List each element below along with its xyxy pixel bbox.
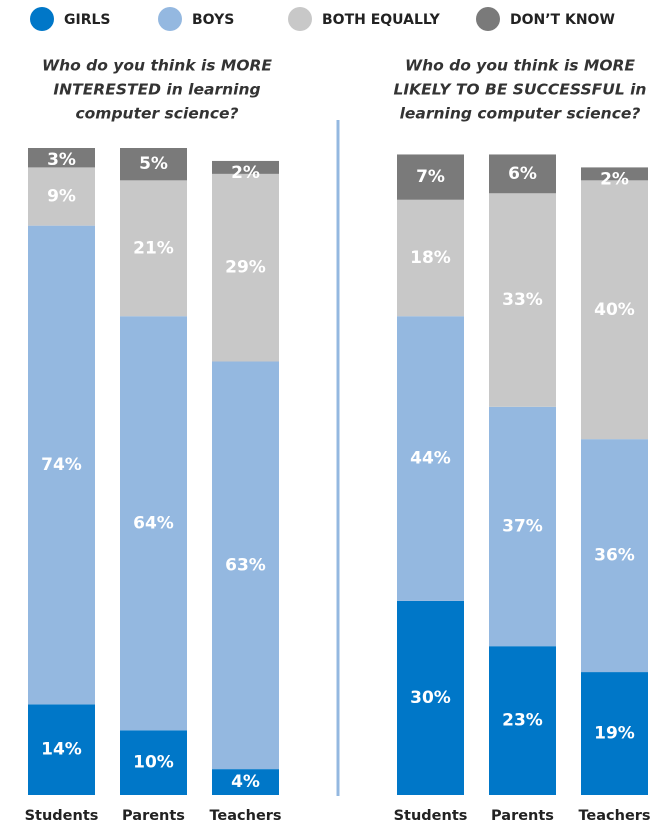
value-label: 64% <box>133 513 174 533</box>
legend-swatch <box>158 7 182 31</box>
value-label: 33% <box>502 290 543 310</box>
chart-title: computer science? <box>75 105 238 123</box>
bar-segment <box>581 439 648 673</box>
value-label: 37% <box>502 516 543 536</box>
value-label: 30% <box>410 688 451 708</box>
legend-label: BOYS <box>192 12 234 28</box>
value-label: 10% <box>133 753 174 773</box>
value-label: 21% <box>133 238 174 258</box>
x-tick-label: Teachers <box>209 808 281 824</box>
bar-segment <box>212 769 279 795</box>
value-label: 5% <box>139 154 168 174</box>
bar-segment <box>120 148 187 181</box>
bar-segment <box>489 193 556 407</box>
bar-segment <box>489 646 556 795</box>
legend-swatch <box>30 7 54 31</box>
value-label: 19% <box>594 724 635 744</box>
value-label: 2% <box>231 163 260 183</box>
x-tick-label: Parents <box>491 808 554 824</box>
value-label: 44% <box>410 449 451 469</box>
x-tick-label: Students <box>394 808 468 824</box>
value-label: 23% <box>502 711 543 731</box>
bar-segment <box>28 148 95 168</box>
value-label: 7% <box>416 167 445 187</box>
bar-segment <box>28 167 95 226</box>
legend-label: DON’T KNOW <box>510 12 615 28</box>
value-label: 6% <box>508 164 537 184</box>
bar-segment <box>120 180 187 317</box>
bar-segment <box>212 361 279 770</box>
legend-swatch <box>288 7 312 31</box>
bar-segment <box>489 406 556 647</box>
chart-title: INTERESTED in learning <box>53 81 260 99</box>
bar-segment <box>212 160 279 174</box>
value-label: 40% <box>594 300 635 320</box>
bar-segment <box>397 600 464 795</box>
chart-title: Who do you think is MORE <box>405 57 635 75</box>
chart-title: LIKELY TO BE SUCCESSFUL in <box>394 81 647 99</box>
bar-segment <box>212 173 279 362</box>
x-tick-label: Parents <box>122 808 185 824</box>
value-label: 36% <box>594 546 635 566</box>
value-label: 14% <box>41 740 82 760</box>
bar-segment <box>28 704 95 795</box>
value-label: 74% <box>41 455 82 475</box>
bar-segment <box>120 316 187 731</box>
bar-segment <box>397 154 464 200</box>
legend-label: GIRLS <box>64 12 110 28</box>
x-tick-label: Teachers <box>578 808 650 824</box>
chart-title: Who do you think is MORE <box>42 57 272 75</box>
legend-label: BOTH EQUALLY <box>322 12 441 28</box>
bar-segment <box>489 154 556 194</box>
value-label: 4% <box>231 772 260 792</box>
value-label: 63% <box>225 555 266 575</box>
legend-swatch <box>476 7 500 31</box>
bar-segment <box>28 225 95 705</box>
bar-segment <box>120 730 187 795</box>
bar-segment <box>581 180 648 440</box>
value-label: 18% <box>410 248 451 268</box>
x-tick-label: Students <box>25 808 99 824</box>
bar-segment <box>397 316 464 601</box>
bar-segment <box>581 672 648 795</box>
value-label: 29% <box>225 258 266 278</box>
value-label: 2% <box>600 169 629 189</box>
value-label: 9% <box>47 187 76 207</box>
value-label: 3% <box>47 150 76 170</box>
bar-segment <box>581 167 648 181</box>
bar-segment <box>397 199 464 317</box>
chart-title: learning computer science? <box>400 105 641 123</box>
